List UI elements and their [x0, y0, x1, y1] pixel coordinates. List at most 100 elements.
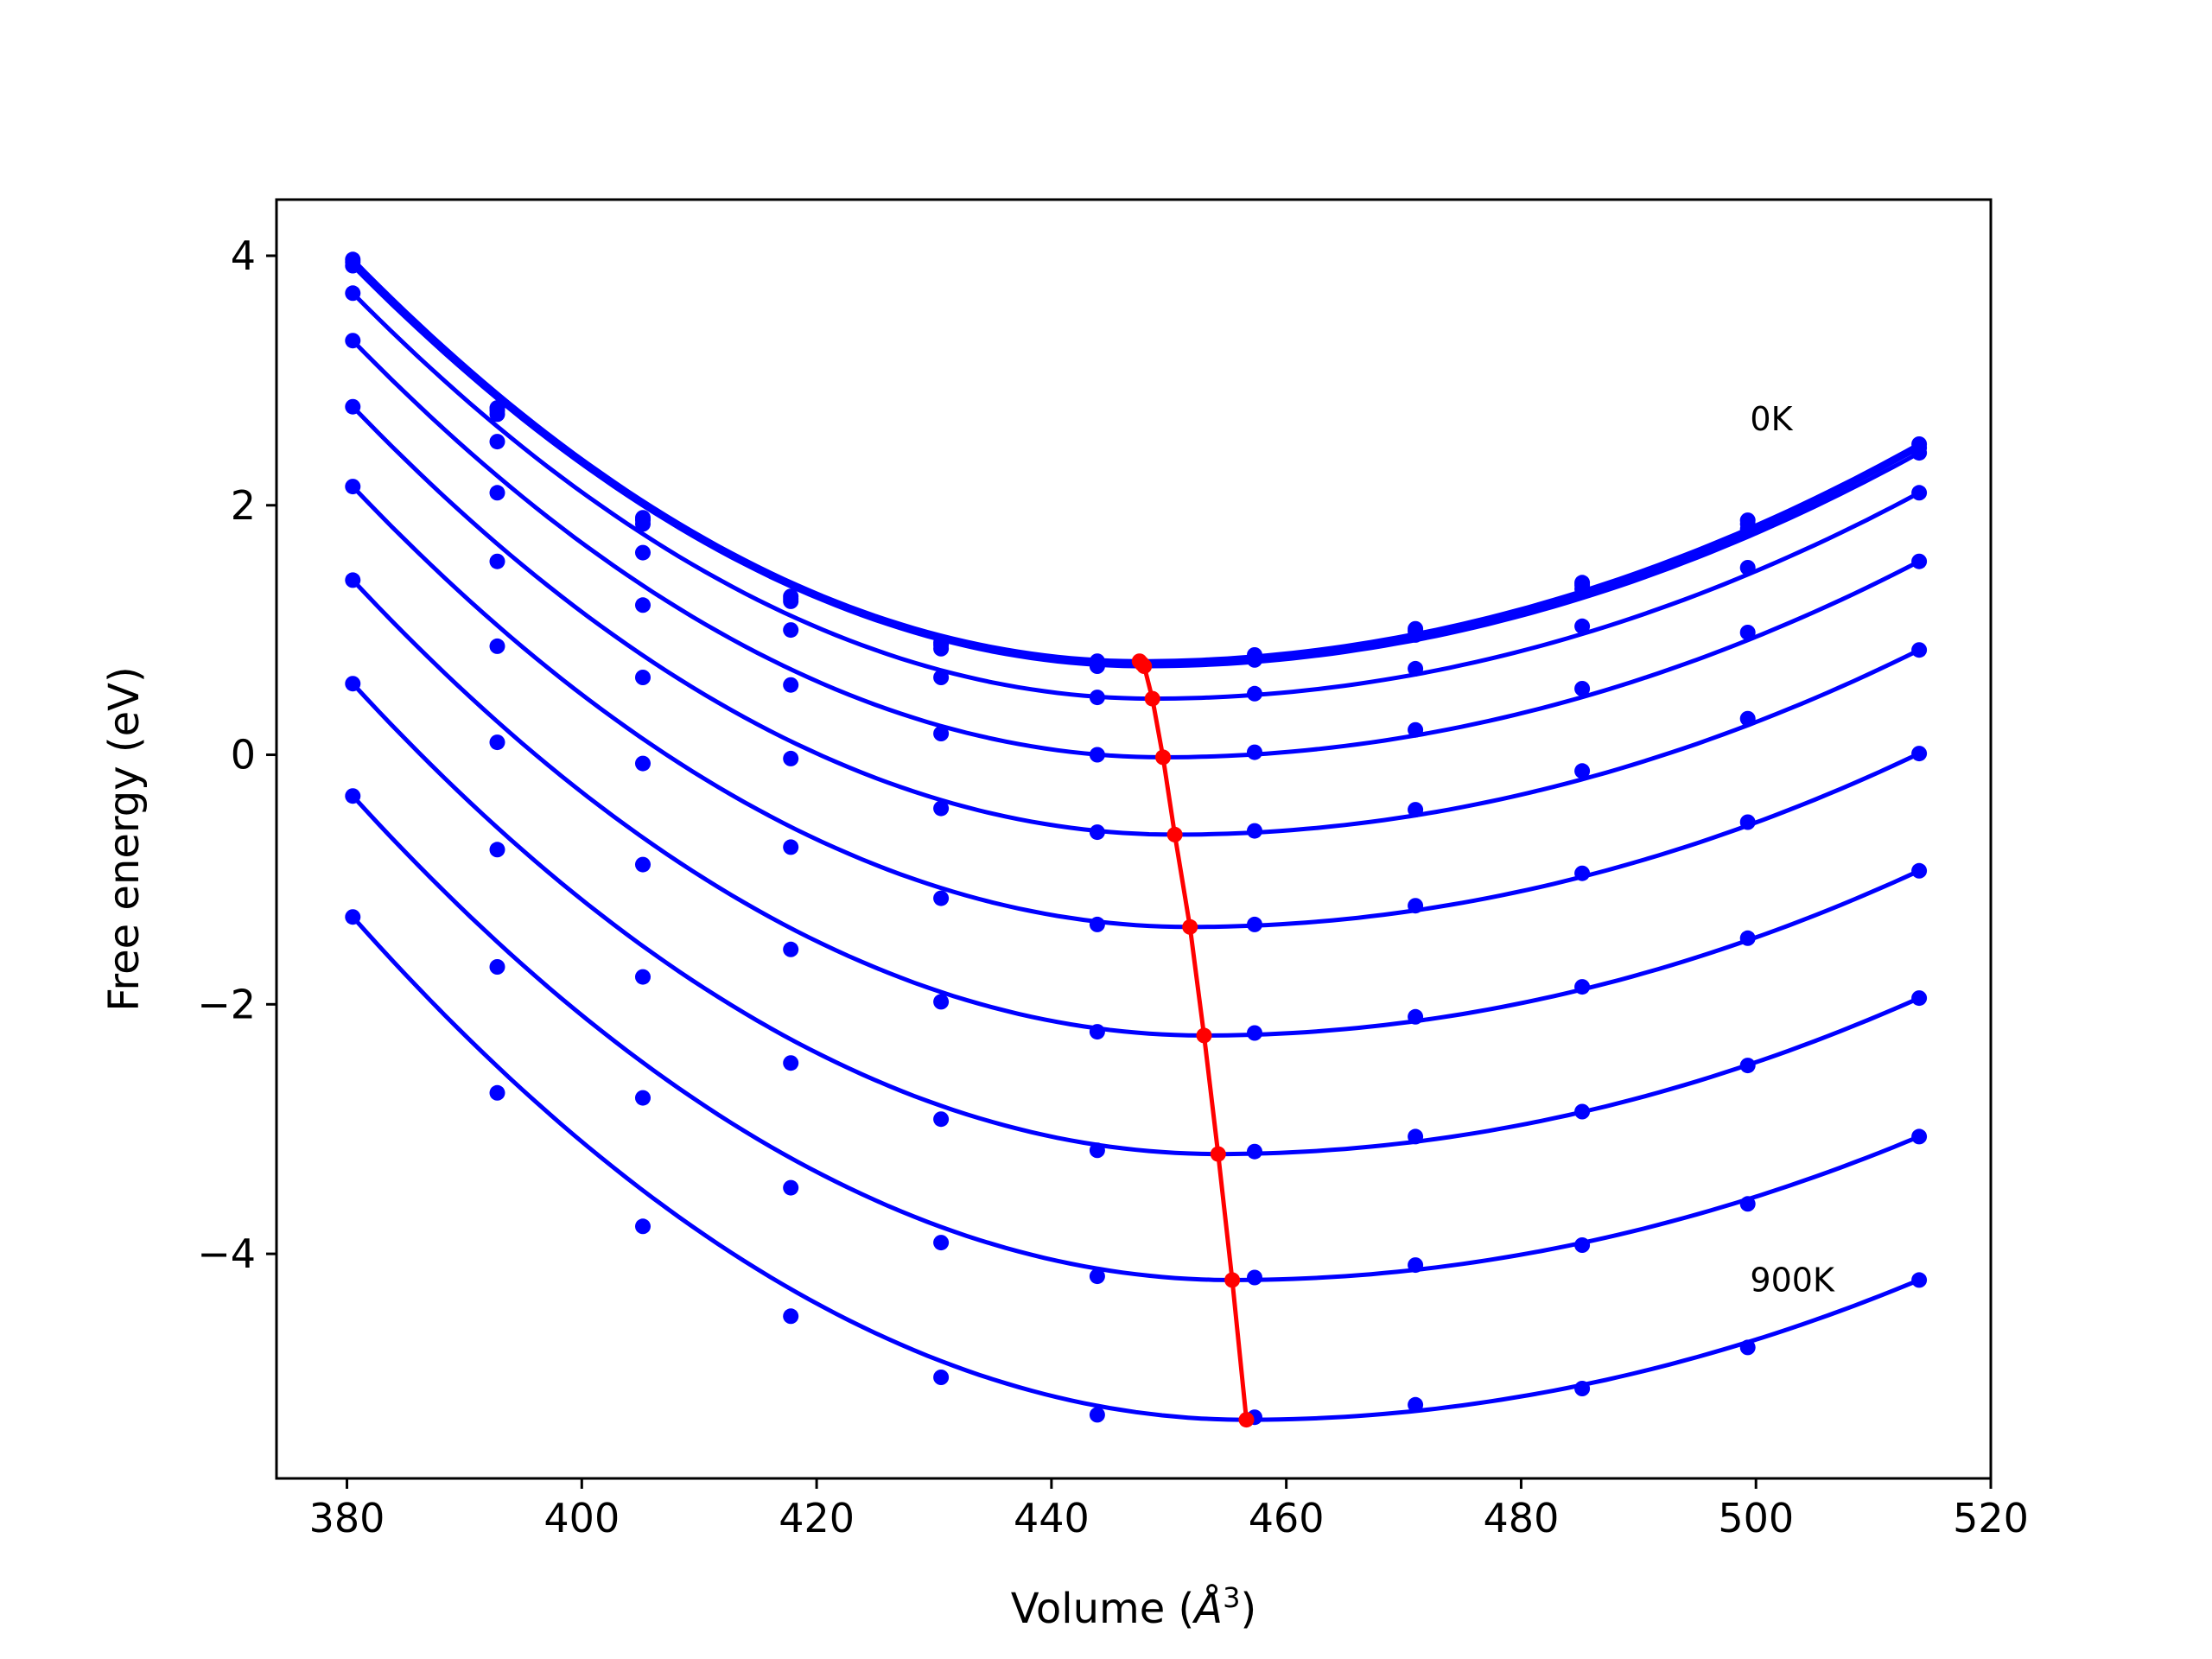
y-tick-label: −2	[197, 981, 256, 1027]
data-point	[1408, 721, 1424, 738]
series-curve-8	[351, 682, 1921, 1157]
x-tick-label: 500	[1718, 1495, 1794, 1541]
data-point	[1247, 744, 1262, 760]
series-curve-10	[351, 915, 1921, 1422]
minimum-point	[1144, 690, 1160, 707]
data-point	[1574, 681, 1591, 696]
data-point	[1911, 445, 1928, 461]
data-point	[1739, 521, 1756, 537]
series-curve-6	[351, 485, 1921, 930]
minimum-point	[1166, 826, 1183, 842]
series-curve-7	[351, 578, 1921, 1038]
data-point	[933, 800, 950, 817]
y-tick-label: −4	[197, 1230, 256, 1277]
x-axis-label-text: Volume	[1011, 1585, 1166, 1633]
data-point	[1247, 1025, 1262, 1041]
minimum-point	[1155, 749, 1171, 766]
data-point	[345, 909, 361, 925]
data-point	[1408, 898, 1424, 914]
data-point	[783, 593, 799, 609]
data-point	[1574, 1103, 1591, 1120]
plot-area	[345, 251, 1928, 1428]
y-tick-label: 0	[231, 732, 256, 779]
data-point	[1739, 1196, 1756, 1212]
data-point	[1089, 1142, 1105, 1159]
data-point	[1574, 1381, 1591, 1396]
x-tick-label: 400	[543, 1495, 620, 1541]
x-axis-label: Volume (Å3)	[1011, 1581, 1256, 1633]
data-point	[1911, 990, 1928, 1007]
data-point	[1408, 802, 1424, 818]
data-point	[783, 1055, 799, 1071]
data-point	[489, 1084, 505, 1101]
data-point	[1911, 1272, 1928, 1288]
x-tick-label: 380	[309, 1495, 385, 1541]
data-point	[1247, 1143, 1262, 1160]
data-point	[635, 755, 651, 772]
data-point	[345, 572, 361, 588]
data-point	[489, 485, 505, 501]
data-point	[1247, 916, 1262, 932]
data-point	[345, 788, 361, 804]
data-point	[1247, 823, 1262, 839]
data-point	[1574, 865, 1591, 881]
data-point	[345, 285, 361, 302]
series-curve-5	[351, 404, 1921, 837]
data-point	[933, 994, 950, 1010]
data-point	[1089, 1268, 1105, 1285]
x-tick-label: 440	[1014, 1495, 1090, 1541]
data-point	[489, 842, 505, 858]
data-point	[933, 640, 950, 657]
data-point	[933, 670, 950, 685]
data-point	[635, 1218, 651, 1235]
data-point	[1739, 710, 1756, 727]
data-point	[489, 553, 505, 569]
data-point	[1911, 746, 1928, 762]
data-point	[1247, 685, 1262, 702]
data-point	[635, 544, 651, 561]
data-point	[489, 434, 505, 450]
data-point	[1739, 1058, 1756, 1074]
data-point	[933, 1370, 950, 1385]
x-axis-unit-exp: 3	[1223, 1581, 1240, 1614]
data-point	[489, 638, 505, 654]
data-point	[933, 890, 950, 906]
data-point	[1247, 652, 1262, 668]
minimum-point	[1238, 1412, 1255, 1428]
axes-frame	[275, 198, 1993, 1480]
data-point	[783, 677, 799, 693]
data-point	[635, 516, 651, 532]
y-tick-label: 2	[231, 482, 256, 529]
data-point	[1739, 814, 1756, 830]
data-point	[933, 1235, 950, 1251]
minimum-point	[1210, 1146, 1226, 1162]
data-point	[635, 597, 651, 613]
data-point	[783, 839, 799, 855]
data-point	[1911, 642, 1928, 658]
data-point	[1408, 1128, 1424, 1145]
data-point	[1408, 626, 1424, 643]
data-point	[1247, 1269, 1262, 1286]
data-point	[1911, 485, 1928, 501]
data-point	[1408, 1008, 1424, 1025]
data-point	[489, 959, 505, 975]
data-point	[1739, 930, 1756, 946]
data-point	[1911, 1128, 1928, 1145]
data-point	[635, 856, 651, 873]
data-point	[1408, 1396, 1424, 1413]
data-point	[345, 676, 361, 692]
data-point	[1089, 658, 1105, 674]
annotations: 0K 900K	[1750, 400, 1835, 1299]
y-tick-label: 4	[231, 232, 256, 279]
temperature-annotation: 900K	[1750, 1261, 1835, 1299]
data-point	[489, 406, 505, 423]
data-point	[1574, 581, 1591, 597]
minimum-point	[1196, 1027, 1212, 1044]
y-axis-label: Free energy (eV)	[100, 666, 149, 1011]
data-point	[345, 257, 361, 274]
data-point	[933, 726, 950, 741]
data-point	[1089, 747, 1105, 763]
data-point	[1574, 763, 1591, 779]
data-point	[1574, 618, 1591, 634]
x-axis-unit-base: Å	[1192, 1584, 1223, 1633]
